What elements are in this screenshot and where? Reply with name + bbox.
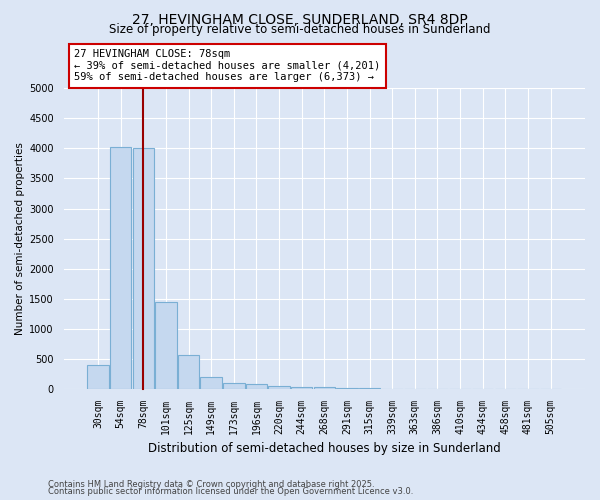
Text: Contains public sector information licensed under the Open Government Licence v3: Contains public sector information licen… bbox=[48, 487, 413, 496]
Bar bbox=[223, 382, 245, 388]
Text: 27 HEVINGHAM CLOSE: 78sqm
← 39% of semi-detached houses are smaller (4,201)
59% : 27 HEVINGHAM CLOSE: 78sqm ← 39% of semi-… bbox=[74, 49, 380, 82]
Bar bbox=[88, 364, 109, 388]
Bar bbox=[291, 387, 313, 388]
Bar bbox=[110, 148, 131, 388]
Bar bbox=[178, 355, 199, 388]
Bar bbox=[314, 387, 335, 388]
Bar bbox=[246, 384, 267, 388]
X-axis label: Distribution of semi-detached houses by size in Sunderland: Distribution of semi-detached houses by … bbox=[148, 442, 500, 455]
Bar bbox=[155, 302, 177, 388]
Text: Contains HM Land Registry data © Crown copyright and database right 2025.: Contains HM Land Registry data © Crown c… bbox=[48, 480, 374, 489]
Bar bbox=[268, 386, 290, 388]
Text: 27, HEVINGHAM CLOSE, SUNDERLAND, SR4 8DP: 27, HEVINGHAM CLOSE, SUNDERLAND, SR4 8DP bbox=[132, 12, 468, 26]
Bar bbox=[133, 148, 154, 388]
Bar bbox=[200, 376, 222, 388]
Text: Size of property relative to semi-detached houses in Sunderland: Size of property relative to semi-detach… bbox=[109, 22, 491, 36]
Y-axis label: Number of semi-detached properties: Number of semi-detached properties bbox=[15, 142, 25, 335]
